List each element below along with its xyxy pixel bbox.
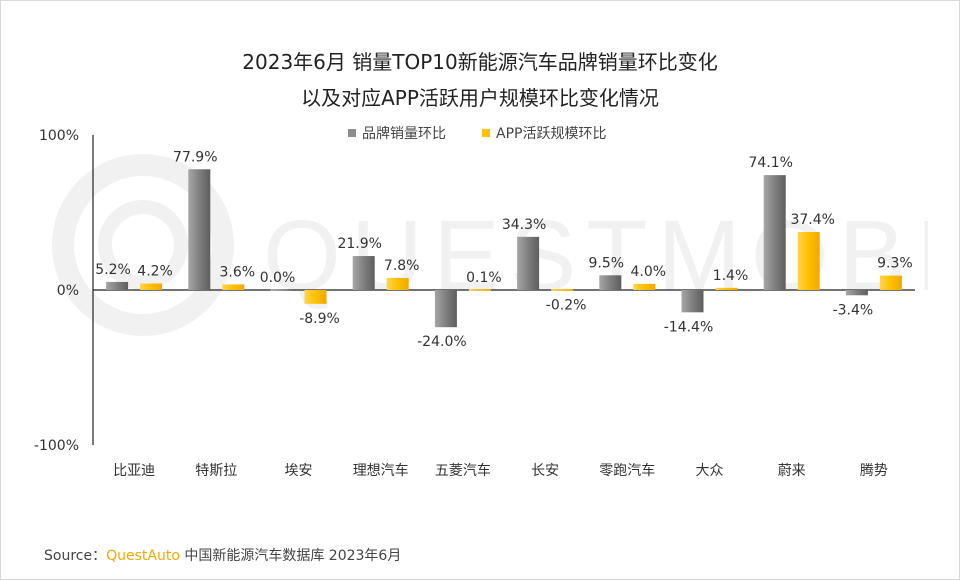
- source-prefix: Source：: [44, 548, 107, 564]
- data-label: -0.2%: [546, 297, 587, 313]
- bar-app: [222, 284, 245, 290]
- bar-sales: [681, 290, 704, 313]
- bar-app: [304, 290, 327, 304]
- bar-sales: [845, 290, 868, 296]
- x-tick-label: 腾势: [860, 462, 888, 479]
- bar-sales: [763, 175, 786, 290]
- data-label: -3.4%: [833, 302, 874, 318]
- legend-swatch: [348, 129, 356, 137]
- data-label: 21.9%: [337, 236, 381, 252]
- bar-app: [797, 232, 820, 290]
- bar-sales: [599, 275, 622, 290]
- data-label: 7.8%: [384, 258, 420, 274]
- x-tick-label: 五菱汽车: [435, 462, 491, 479]
- bar-app: [715, 287, 738, 290]
- data-label: 0.1%: [466, 270, 502, 286]
- chart-subtitle: 以及对应APP活跃用户规模环比变化情况: [301, 86, 659, 110]
- y-tick-label: -100%: [34, 438, 79, 454]
- data-label: 77.9%: [173, 149, 217, 165]
- data-label: 74.1%: [748, 155, 792, 171]
- data-label: 5.2%: [95, 262, 131, 278]
- data-label: -8.9%: [299, 311, 340, 327]
- data-label: 34.3%: [502, 217, 546, 233]
- bar-app: [551, 289, 574, 291]
- x-tick-label: 蔚来: [778, 463, 806, 479]
- bar-sales: [106, 281, 129, 290]
- legend-label: 品牌销量环比: [362, 125, 446, 142]
- data-label: 3.6%: [220, 264, 256, 280]
- data-label: 4.0%: [631, 264, 667, 280]
- x-tick-label: 埃安: [285, 463, 313, 479]
- data-label: 9.3%: [877, 256, 913, 272]
- x-tick-label: 特斯拉: [195, 463, 237, 479]
- data-label: -24.0%: [417, 334, 467, 350]
- source-note: Source：QuestAuto 中国新能源汽车数据库 2023年6月: [44, 545, 401, 565]
- bar-sales: [188, 169, 211, 290]
- data-label: 37.4%: [790, 212, 834, 228]
- bar-app: [879, 275, 902, 290]
- data-label: 1.4%: [713, 268, 749, 284]
- bar-sales: [352, 256, 375, 290]
- source-brand: QuestAuto: [106, 548, 180, 564]
- bar-app: [633, 283, 656, 290]
- bar-sales: [517, 236, 540, 290]
- data-label: -14.4%: [664, 319, 714, 335]
- x-tick-label: 零跑汽车: [599, 462, 655, 479]
- y-tick-label: 0%: [57, 283, 79, 299]
- chart-title: 2023年6月 销量TOP10新能源汽车品牌销量环比变化: [242, 50, 718, 74]
- x-tick-label: 大众: [696, 463, 724, 479]
- legend-label: APP活跃规模环比: [496, 126, 606, 142]
- data-label: 0.0%: [260, 270, 296, 286]
- source-text: 中国新能源汽车数据库 2023年6月: [184, 548, 402, 564]
- bar-app: [468, 289, 491, 291]
- data-label: 4.2%: [137, 263, 173, 279]
- x-tick-label: 理想汽车: [353, 462, 409, 479]
- bar-app: [386, 277, 409, 290]
- data-label: 9.5%: [589, 255, 625, 271]
- bar-sales: [434, 290, 457, 328]
- x-tick-label: 长安: [531, 463, 559, 479]
- bar-app: [140, 283, 163, 290]
- bar-sales: [270, 289, 293, 291]
- legend-swatch: [482, 129, 490, 137]
- y-tick-label: 100%: [39, 128, 79, 144]
- x-tick-label: 比亚迪: [113, 463, 155, 479]
